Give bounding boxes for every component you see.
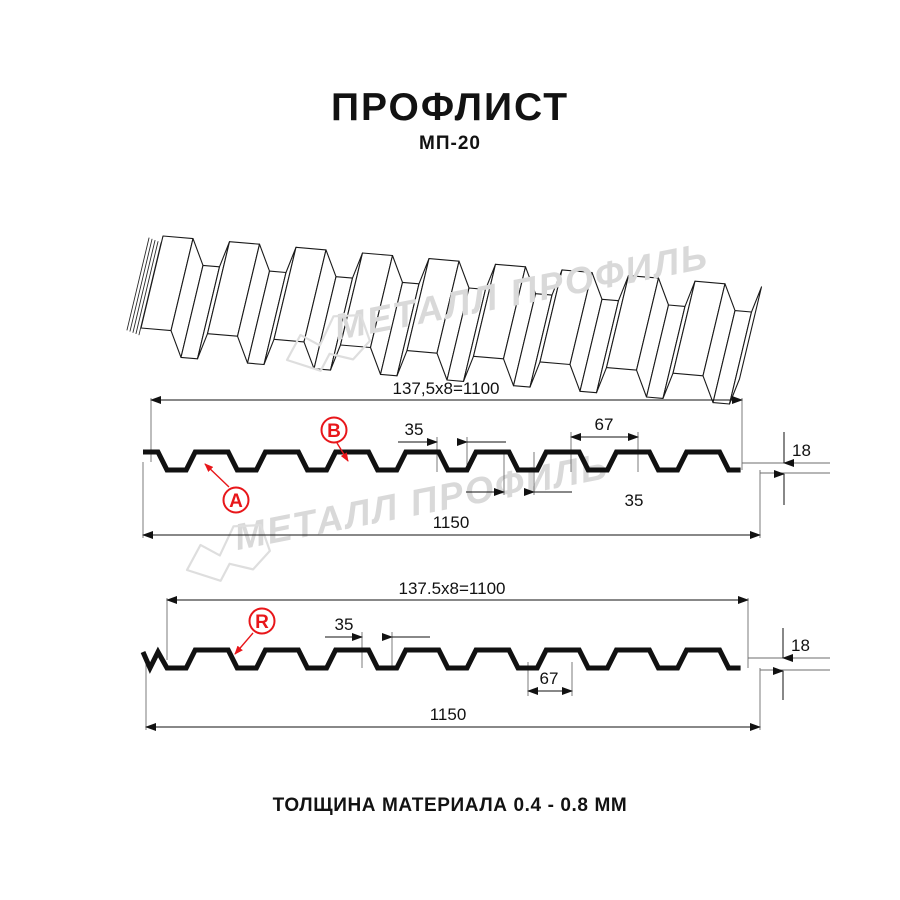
profile-path-bottom bbox=[140, 646, 741, 674]
profile-marker-B: B bbox=[320, 416, 349, 462]
profile-marker-R: R bbox=[234, 607, 276, 655]
page-title: ПРОФЛИСТ bbox=[330, 86, 570, 129]
leader-line-B bbox=[336, 442, 349, 462]
dim-label-18-top: 18 bbox=[792, 441, 811, 460]
dim-label-35-top: 35 bbox=[405, 420, 424, 439]
dim-label-width-top: 1150 bbox=[433, 513, 470, 532]
dim-label-67-top: 67 bbox=[595, 415, 614, 434]
profile-path-top bbox=[143, 449, 741, 473]
profile-marker-A: A bbox=[204, 463, 250, 514]
dim-label-67-bottom: 67 bbox=[540, 669, 559, 688]
dim-label-18-bottom: 18 bbox=[791, 636, 810, 655]
leader-line-R bbox=[234, 632, 254, 655]
marker-circle-B bbox=[320, 416, 348, 444]
leader-line-A bbox=[204, 463, 230, 488]
profile-view-top: 137,5x8=1100 1150 35 35 67 18 bbox=[142, 379, 830, 539]
marker-label-R: R bbox=[255, 612, 269, 633]
marker-circle-R bbox=[248, 607, 276, 635]
profile-view-bottom: 137.5x8=1100 1150 35 67 18 R bbox=[140, 579, 830, 731]
dim-label-35-low: 35 bbox=[625, 491, 644, 510]
dim-label-pitch-bottom: 137.5x8=1100 bbox=[399, 579, 506, 598]
material-thickness-note: ТОЛЩИНА МАТЕРИАЛА 0.4 - 0.8 ММ bbox=[272, 795, 628, 816]
dim-label-35-bottom: 35 bbox=[335, 615, 354, 634]
dim-label-pitch-top: 137,5x8=1100 bbox=[393, 379, 500, 398]
marker-label-B: B bbox=[327, 421, 341, 442]
marker-label-A: A bbox=[229, 491, 243, 512]
page-subtitle: МП-20 bbox=[419, 133, 481, 154]
dim-label-width-bottom: 1150 bbox=[430, 705, 467, 724]
marker-circle-A bbox=[222, 486, 250, 514]
